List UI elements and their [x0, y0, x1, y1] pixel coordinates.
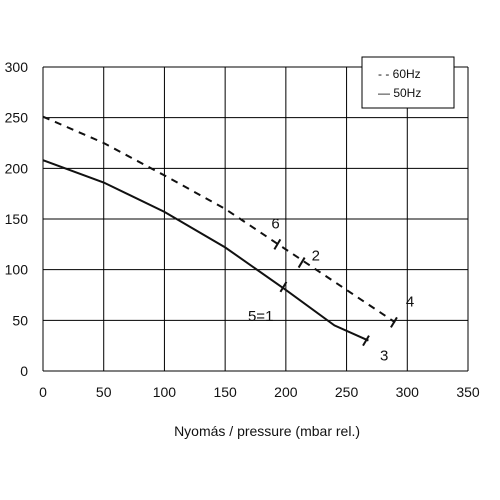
marker-tick [273, 238, 282, 250]
marker-label: 4 [406, 293, 414, 310]
x-tick-label: 300 [396, 384, 420, 400]
y-tick-label: 250 [5, 110, 29, 126]
x-tick-label: 350 [456, 384, 480, 400]
x-tick-label: 50 [96, 384, 112, 400]
series-line-60hz [42, 115, 396, 324]
marker-label: 5=1 [248, 308, 273, 325]
marker-tick [279, 281, 288, 293]
markers: 6 2 5=1 4 3 [248, 215, 414, 364]
marker-tick [297, 257, 306, 269]
marker-tick [390, 316, 398, 328]
curves [42, 115, 396, 342]
series-line-50hz [42, 159, 369, 342]
x-tick-label: 150 [213, 384, 237, 400]
y-tick-label: 50 [12, 312, 28, 328]
marker-label: 3 [380, 348, 388, 365]
legend-label-50hz: — 50Hz [378, 86, 421, 100]
marker-label: 2 [312, 248, 320, 265]
legend-label-60hz: - - 60Hz [378, 67, 421, 81]
legend: - - 60Hz — 50Hz [361, 56, 455, 109]
y-tick-label: 0 [20, 363, 28, 379]
legend-box [361, 56, 455, 109]
x-tick-label: 250 [335, 384, 359, 400]
marker-label: 6 [271, 215, 279, 232]
marker-tick [362, 335, 370, 347]
y-tick-label: 100 [5, 262, 29, 278]
x-axis-label: Nyomás / pressure (mbar rel.) [174, 423, 360, 439]
grid [42, 66, 469, 372]
x-tick-label: 200 [274, 384, 298, 400]
y-tick-label: 150 [5, 211, 29, 227]
x-tick-label: 100 [153, 384, 177, 400]
y-tick-label: 200 [5, 160, 29, 176]
x-tick-label: 0 [39, 384, 47, 400]
y-tick-label: 300 [5, 59, 29, 75]
tick-labels: 0 50 100 150 200 250 300 350 0 50 100 150 200 250 300 [5, 59, 480, 400]
